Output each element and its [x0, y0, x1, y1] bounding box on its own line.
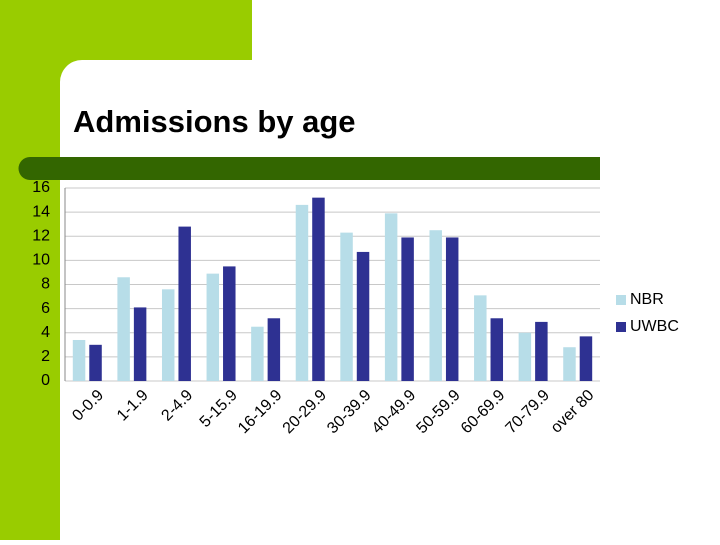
- bar: [223, 266, 236, 381]
- bar: [445, 237, 459, 381]
- x-tick-label: 60-69.9: [458, 387, 508, 437]
- title-bar: [18, 157, 601, 180]
- bar: [340, 232, 353, 381]
- x-tick-label: over 80: [548, 387, 598, 437]
- bar: [490, 318, 504, 381]
- corner: [60, 60, 82, 82]
- bar: [133, 307, 147, 381]
- y-tick-label: 14: [32, 203, 50, 220]
- legend-swatch: [616, 322, 626, 332]
- bar: [89, 344, 102, 381]
- bar: [401, 237, 414, 381]
- legend-swatch: [616, 295, 626, 305]
- x-tick-label: 50-59.9: [413, 387, 463, 437]
- bar: [206, 273, 220, 381]
- top-block: [0, 0, 252, 60]
- bar: [429, 230, 442, 381]
- y-tick-label: 4: [41, 324, 50, 341]
- bar: [267, 318, 281, 381]
- x-tick-label: 2-4.9: [158, 387, 196, 425]
- y-tick-label: 6: [41, 300, 50, 317]
- y-tick-label: 2: [41, 348, 50, 365]
- legend-label: NBR: [630, 291, 664, 308]
- x-tick-label: 16-19.9: [235, 387, 285, 437]
- legend-label: UWBC: [630, 318, 679, 335]
- bar: [356, 251, 370, 381]
- chart-title: Admissions by age: [73, 104, 356, 139]
- y-tick-label: 16: [32, 179, 50, 196]
- x-tick-label: 70-79.9: [503, 387, 553, 437]
- bar: [474, 295, 487, 381]
- y-tick-label: 12: [32, 227, 50, 244]
- x-tick-label: 30-39.9: [324, 387, 374, 437]
- side-band: [0, 0, 60, 540]
- y-tick-label: 0: [41, 372, 50, 389]
- bar: [161, 289, 175, 381]
- y-tick-label: 10: [32, 252, 50, 269]
- bar: [535, 321, 548, 381]
- bar: [563, 347, 576, 381]
- bar: [295, 204, 309, 381]
- x-tick-label: 20-29.9: [280, 387, 330, 437]
- x-tick-label: 0-0.9: [69, 387, 107, 425]
- y-tick-label: 8: [41, 276, 50, 293]
- x-tick-label: 1-1.9: [114, 387, 152, 425]
- x-tick-label: 40-49.9: [369, 387, 419, 437]
- bar: [117, 277, 130, 381]
- bar: [312, 197, 325, 381]
- bar: [251, 326, 264, 381]
- bar: [518, 332, 532, 381]
- bar: [72, 339, 86, 381]
- bar: [178, 226, 191, 381]
- bar: [579, 336, 593, 381]
- bar: [384, 213, 398, 381]
- x-tick-label: 5-15.9: [197, 387, 241, 431]
